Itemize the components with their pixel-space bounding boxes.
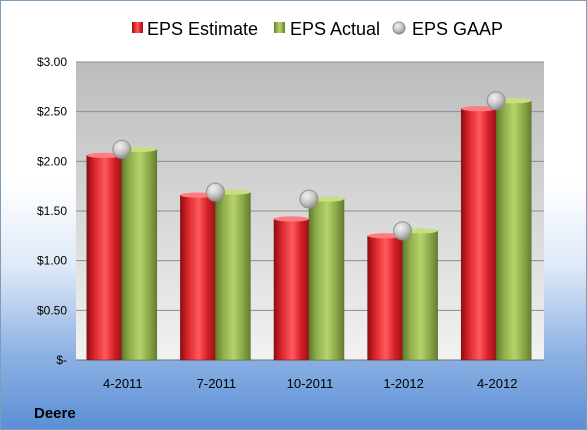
eps-gaap-marker xyxy=(393,221,413,241)
x-tick-label: 10-2011 xyxy=(287,376,334,391)
y-axis: $- $0.50 $1.00 $1.50 $2.00 $2.50 $3.00 xyxy=(37,55,67,367)
eps-actual-bar xyxy=(308,198,345,361)
eps-estimate-bar xyxy=(180,194,216,361)
legend-estimate-swatch xyxy=(132,22,143,33)
x-axis: 4-2011 7-2011 10-2011 1-2012 4-2012 xyxy=(103,376,517,391)
y-tick-label: $3.00 xyxy=(37,55,67,69)
x-tick-label: 4-2011 xyxy=(103,376,143,391)
eps-estimate-bar xyxy=(273,218,310,361)
legend-estimate-label: EPS Estimate xyxy=(147,19,258,39)
x-tick-label: 4-2012 xyxy=(477,376,517,391)
y-tick-label: $1.50 xyxy=(37,204,67,218)
eps-estimate-bar-top xyxy=(86,152,122,158)
eps-actual-bar xyxy=(495,100,532,361)
eps-actual-bar xyxy=(402,230,438,361)
legend-actual-label: EPS Actual xyxy=(290,19,380,39)
company-label: Deere xyxy=(34,405,76,422)
eps-estimate-bar xyxy=(367,235,403,361)
eps-actual-bar xyxy=(121,149,158,361)
x-tick-label: 1-2012 xyxy=(383,376,423,391)
eps-estimate-bar xyxy=(86,155,123,361)
eps-gaap-marker xyxy=(299,189,319,209)
legend-gaap-label: EPS GAAP xyxy=(412,19,503,39)
legend-gaap-marker xyxy=(392,21,406,35)
eps-gaap-marker xyxy=(486,91,506,111)
eps-actual-bar xyxy=(215,191,251,361)
eps-estimate-bar xyxy=(460,108,497,361)
y-tick-label: $1.00 xyxy=(37,254,67,268)
bar-series xyxy=(86,98,532,361)
legend: EPS Estimate EPS Actual EPS GAAP xyxy=(132,19,503,39)
eps-gaap-marker xyxy=(112,139,132,159)
eps-estimate-bar-top xyxy=(461,106,497,112)
legend-actual-swatch xyxy=(274,22,285,33)
y-tick-label: $2.50 xyxy=(37,105,67,119)
y-tick-label: $- xyxy=(56,353,67,367)
y-tick-label: $0.50 xyxy=(37,303,67,317)
x-tick-label: 7-2011 xyxy=(197,376,237,391)
y-tick-label: $2.00 xyxy=(37,154,67,168)
eps-estimate-bar-top xyxy=(274,216,309,222)
eps-gaap-marker xyxy=(205,182,225,202)
gaap-series xyxy=(112,91,506,241)
